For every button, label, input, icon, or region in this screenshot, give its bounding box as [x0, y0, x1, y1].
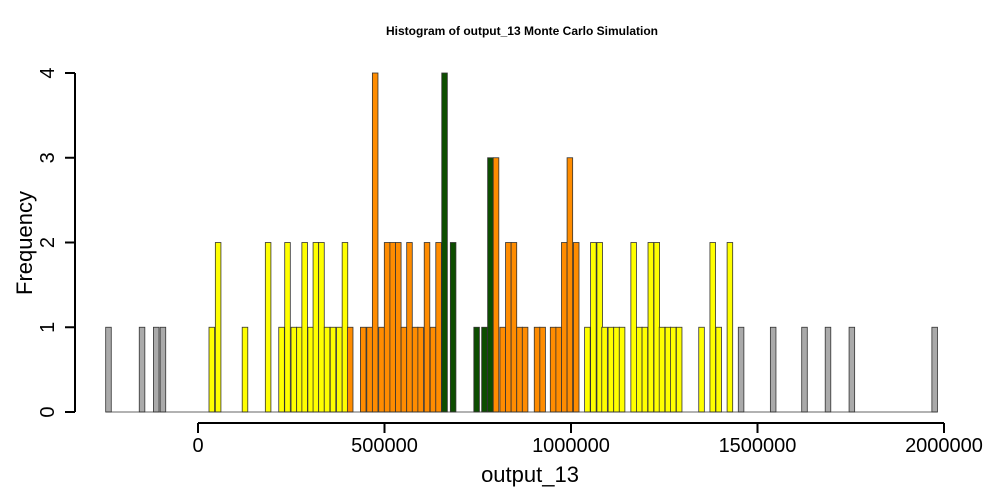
histogram-bar-11	[296, 326, 303, 413]
histogram-bar-4	[208, 326, 215, 413]
histogram-bar-7	[264, 242, 272, 413]
histogram-bar-31	[417, 326, 424, 413]
histogram-bar-9	[284, 242, 291, 413]
histogram-bar-75	[801, 326, 808, 413]
histogram-bar-48	[549, 326, 557, 413]
histogram-bar-71	[715, 326, 722, 413]
x-tick-label-4: 2000000	[905, 435, 983, 457]
histogram-bar-35	[441, 72, 448, 413]
histogram-bar-46	[533, 326, 541, 413]
histogram-bar-45	[521, 326, 529, 413]
histogram-bar-52	[573, 242, 580, 413]
histogram-bar-78	[931, 326, 938, 413]
histogram-bar-67	[670, 326, 677, 413]
histogram-bar-47	[539, 326, 546, 413]
histogram-bar-34	[435, 242, 442, 413]
x-tick-label-3: 1500000	[719, 435, 797, 457]
histogram-bar-19	[341, 242, 349, 413]
x-tick-label-2: 1000000	[532, 435, 610, 457]
histogram-bar-76	[824, 326, 832, 413]
histogram-bar-61	[636, 326, 643, 413]
histogram-bar-29	[406, 242, 413, 413]
histogram-bar-44	[516, 326, 523, 413]
histogram-bar-57	[607, 326, 615, 413]
histogram-bar-23	[371, 72, 379, 413]
histogram-bar-12	[301, 242, 308, 413]
histogram-bar-77	[848, 326, 856, 413]
histogram-bar-24	[378, 326, 385, 413]
histogram-bar-28	[400, 326, 408, 413]
histogram-bar-64	[653, 242, 660, 413]
histogram-bar-42	[505, 242, 512, 413]
histogram-bar-0	[105, 326, 112, 413]
histogram-bar-65	[658, 326, 666, 413]
x-axis-ticks: 0 500000 1000000 1500000 2000000	[192, 423, 983, 457]
histogram-bar-63	[647, 242, 655, 413]
histogram-bar-70	[709, 242, 716, 413]
histogram-bar-15	[318, 242, 325, 413]
histogram-bar-72	[726, 242, 734, 413]
histogram-bar-41	[499, 326, 506, 413]
histogram-bar-18	[336, 326, 343, 413]
x-tick-label-1: 500000	[351, 435, 418, 457]
histogram-bar-5	[214, 242, 222, 413]
x-tick-label-0: 0	[192, 435, 203, 457]
histogram-bar-20	[346, 326, 354, 413]
histogram-bar-59	[618, 326, 626, 413]
histogram-bar-54	[590, 242, 597, 413]
histogram-bar-43	[510, 242, 518, 413]
histogram-bar-30	[411, 326, 419, 413]
histogram-bar-17	[329, 326, 337, 413]
y-axis-label: Frequency	[12, 191, 37, 295]
histogram-bar-60	[630, 242, 637, 413]
histogram-bar-50	[561, 242, 568, 413]
histogram-bar-33	[429, 326, 437, 413]
y-tick-label-1: 1	[37, 322, 59, 333]
histogram-bar-8	[278, 326, 285, 413]
histogram-bar-74	[769, 326, 777, 413]
histogram-bar-51	[566, 157, 574, 413]
y-tick-label-4: 4	[37, 67, 59, 78]
histogram-bar-16	[323, 326, 331, 413]
histogram-bar-37	[473, 326, 480, 413]
histogram-bar-2	[153, 326, 160, 413]
histogram-bar-40	[492, 157, 500, 413]
chart-title: Histogram of output_13 Monte Carlo Simul…	[386, 24, 658, 38]
histogram-bar-10	[290, 326, 298, 413]
histogram-bar-49	[555, 326, 562, 413]
histogram-bar-68	[675, 326, 683, 413]
histogram-bar-25	[383, 242, 391, 413]
histogram-bar-66	[664, 326, 672, 413]
histogram-bar-36	[449, 242, 457, 413]
histogram-bar-32	[423, 242, 431, 413]
y-tick-label-3: 3	[37, 152, 59, 163]
histogram-bar-21	[360, 326, 367, 413]
histogram-bar-13	[307, 326, 314, 413]
histogram-bar-69	[698, 326, 705, 413]
histogram-bar-27	[395, 242, 402, 413]
histogram-bar-6	[241, 326, 249, 413]
histogram-bar-39	[487, 157, 494, 413]
histogram-bar-56	[601, 326, 608, 413]
histogram-bar-26	[389, 242, 396, 413]
histogram-bar-73	[737, 326, 745, 413]
y-tick-label-2: 2	[37, 237, 59, 248]
histogram-bar-38	[481, 326, 488, 413]
histogram-bar-53	[584, 326, 591, 413]
histogram-bar-3	[159, 326, 167, 413]
y-tick-label-0: 0	[37, 406, 59, 417]
bars-group	[105, 72, 938, 413]
histogram-bar-1	[138, 326, 146, 413]
histogram-bar-14	[312, 242, 320, 413]
x-axis-label: output_13	[481, 462, 579, 487]
histogram-bar-58	[613, 326, 620, 413]
histogram-bar-22	[366, 326, 373, 413]
y-axis-ticks: 0 1 2 3 4	[37, 67, 75, 418]
histogram-bar-62	[641, 326, 649, 413]
